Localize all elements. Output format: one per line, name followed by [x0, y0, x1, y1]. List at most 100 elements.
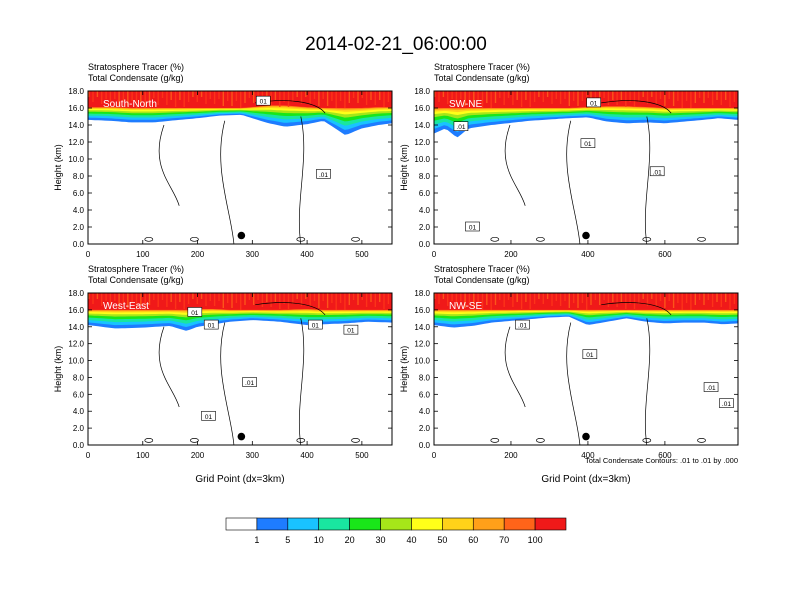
contour-label-box [515, 319, 530, 330]
tracer-streak [118, 91, 120, 106]
x-tick-label: 500 [355, 250, 369, 259]
tracer-streak [244, 293, 246, 305]
tracer-streak [642, 91, 644, 97]
contour-label: 01 [205, 414, 213, 421]
x-tick-label: 300 [246, 451, 260, 460]
tracer-streak [698, 91, 701, 98]
tracer-streak [266, 293, 268, 302]
tracer-streak [703, 293, 705, 305]
tracer-streak [374, 293, 376, 307]
contour-label-box [586, 97, 601, 108]
contour-label-box [580, 138, 596, 148]
tracer-streak [292, 91, 294, 102]
tracer-streak [109, 293, 112, 306]
tracer-streak [187, 293, 190, 304]
tracer-streak [131, 91, 133, 101]
tracer-streak [638, 91, 640, 102]
tracer-streak [633, 293, 636, 309]
y-tick-label: 16.0 [68, 104, 84, 113]
tracer-streak [227, 91, 229, 101]
contour-label: 01 [584, 141, 592, 148]
x-tick-label: 500 [355, 451, 369, 460]
tracer-streak [577, 293, 579, 308]
y-tick-label: 14.0 [414, 323, 430, 332]
colorbar-swatch [503, 517, 536, 531]
tracer-streak [240, 91, 242, 108]
tracer-streak [326, 91, 329, 106]
tracer-streak [322, 91, 324, 99]
tracer-streak [625, 293, 627, 309]
y-tick-label: 0.0 [73, 441, 85, 450]
location-marker [237, 432, 246, 441]
x-tick-label: 100 [136, 451, 150, 460]
tracer-streak [274, 91, 277, 100]
y-tick-label: 2.0 [73, 223, 85, 232]
tracer-streak [105, 293, 107, 301]
tracer-streak [248, 91, 251, 98]
tracer-streak [118, 293, 120, 308]
tracer-streak [313, 91, 316, 99]
tracer-streak [668, 91, 670, 99]
tracer-streak [620, 91, 623, 100]
tracer-streak [127, 91, 129, 106]
tracer-streak [655, 293, 657, 306]
tracer-streak [711, 91, 714, 105]
tracer-streak [161, 91, 164, 98]
tracer-streak [520, 91, 523, 107]
plot-frame [87, 90, 393, 245]
tracer-streak [507, 91, 510, 98]
x-tick-label: 400 [300, 250, 314, 259]
y-tick-label: 0.0 [419, 240, 431, 249]
colorbar: 1 5 10 20 30 40 50 60 70 100 [225, 517, 567, 545]
tracer-streak [473, 293, 475, 308]
tracer-streak [114, 293, 116, 301]
tracer-field [434, 293, 738, 445]
tracer-streak [170, 91, 172, 100]
location-marker [582, 231, 590, 240]
contour-label-box [201, 410, 216, 421]
tracer-streak [101, 293, 103, 306]
contour-blob [490, 438, 500, 443]
contour-label: .01 [653, 169, 662, 176]
contour-blob [144, 236, 154, 242]
y-tick-label: 10.0 [414, 357, 430, 366]
plot-frame [433, 90, 739, 245]
x-tick-label: 400 [581, 451, 595, 460]
x-tick-label: 0 [432, 451, 437, 460]
panel-west-east: Stratosphere Tracer (%)Total Condensate … [53, 264, 393, 485]
tracer-streak [335, 293, 337, 310]
y-tick-label: 6.0 [73, 390, 85, 399]
tracer-streak [690, 293, 692, 310]
colorbar-swatch [287, 517, 320, 531]
tracer-streak [361, 91, 363, 98]
tracer-streak [122, 91, 125, 101]
panel-subtitle-condensate: Total Condensate (g/kg) [88, 73, 184, 83]
tracer-streak [166, 91, 168, 105]
tracer-streak [477, 293, 479, 303]
tracer-streak [455, 91, 458, 104]
colorbar-label: 70 [499, 535, 509, 545]
tracer-streak [379, 293, 381, 302]
panel-label: West-East [103, 301, 149, 312]
tracer-streak [490, 91, 492, 108]
tracer-streak [481, 293, 484, 310]
tracer-streak [270, 91, 272, 105]
tracer-streak [166, 293, 168, 307]
tracer-streak [235, 293, 238, 303]
tracer-streak [131, 293, 133, 303]
contour-line [566, 120, 581, 244]
tracer-streak [370, 293, 372, 302]
tracer-streak [192, 91, 194, 97]
y-tick-label: 10.0 [68, 357, 84, 366]
tracer-streak [620, 293, 623, 302]
tracer-streak [253, 91, 255, 103]
tracer-streak [451, 91, 453, 99]
tracer-streak [729, 91, 731, 107]
tracer-streak [716, 293, 718, 302]
contour-note: Total Condensate Contours: .01 to .01 by… [585, 456, 738, 465]
tracer-streak [581, 91, 584, 101]
panel-subtitle-condensate: Total Condensate (g/kg) [434, 275, 530, 285]
panel-subtitle-tracer: Stratosphere Tracer (%) [88, 264, 184, 274]
tracer-streak [135, 293, 138, 310]
